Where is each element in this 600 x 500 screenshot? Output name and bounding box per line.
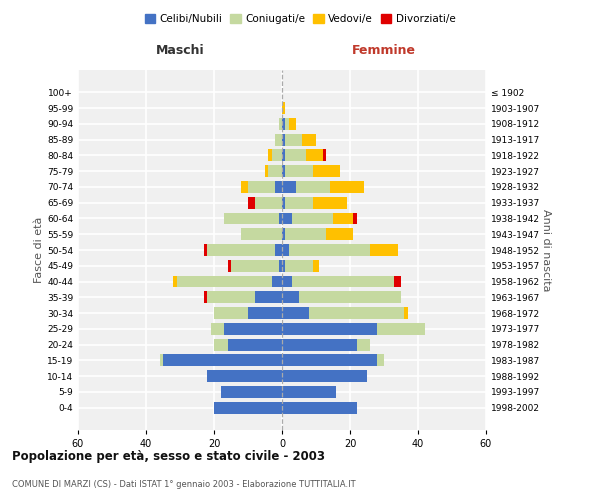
Bar — [272, 150, 282, 162]
Bar — [286, 118, 289, 130]
Bar — [292, 276, 394, 287]
Bar — [282, 134, 286, 145]
Bar — [282, 292, 299, 303]
Bar — [313, 197, 347, 208]
Bar — [224, 323, 282, 335]
Bar — [323, 150, 326, 162]
Bar — [248, 181, 275, 193]
Bar — [204, 244, 207, 256]
Bar — [282, 276, 292, 287]
Bar — [282, 370, 367, 382]
Bar — [207, 370, 282, 382]
Bar — [282, 354, 377, 366]
Text: Femmine: Femmine — [352, 44, 416, 58]
Bar — [329, 181, 364, 193]
Bar — [282, 338, 357, 350]
Bar — [282, 212, 292, 224]
Bar — [214, 307, 248, 319]
Bar — [302, 134, 316, 145]
Bar — [173, 276, 176, 287]
Bar — [282, 181, 296, 193]
Bar — [282, 386, 337, 398]
Bar — [248, 307, 282, 319]
Bar — [275, 244, 282, 256]
Bar — [163, 354, 282, 366]
Text: Popolazione per età, sesso e stato civile - 2003: Popolazione per età, sesso e stato civil… — [12, 450, 325, 463]
Bar — [282, 228, 286, 240]
Bar — [309, 307, 404, 319]
Bar — [248, 197, 255, 208]
Bar — [306, 150, 323, 162]
Bar — [227, 338, 282, 350]
Bar — [282, 244, 289, 256]
Bar — [282, 402, 357, 413]
Bar — [275, 134, 282, 145]
Bar — [214, 338, 227, 350]
Bar — [282, 118, 286, 130]
Bar — [313, 165, 340, 177]
Y-axis label: Fasce di età: Fasce di età — [34, 217, 44, 283]
Bar — [160, 354, 163, 366]
Bar — [214, 402, 282, 413]
Bar — [377, 323, 425, 335]
Bar — [207, 244, 275, 256]
Bar — [286, 228, 326, 240]
Bar — [176, 276, 272, 287]
Bar — [357, 338, 370, 350]
Text: Maschi: Maschi — [155, 44, 205, 58]
Bar — [282, 260, 286, 272]
Bar — [282, 165, 286, 177]
Bar — [289, 118, 296, 130]
Text: COMUNE DI MARZI (CS) - Dati ISTAT 1° gennaio 2003 - Elaborazione TUTTITALIA.IT: COMUNE DI MARZI (CS) - Dati ISTAT 1° gen… — [12, 480, 356, 489]
Bar — [299, 292, 401, 303]
Bar — [333, 212, 353, 224]
Bar — [282, 150, 286, 162]
Bar — [241, 181, 248, 193]
Bar — [255, 197, 282, 208]
Bar — [278, 118, 282, 130]
Bar — [292, 212, 333, 224]
Y-axis label: Anni di nascita: Anni di nascita — [541, 209, 551, 291]
Bar — [286, 260, 313, 272]
Bar — [268, 150, 272, 162]
Bar — [282, 307, 309, 319]
Bar — [394, 276, 401, 287]
Bar — [286, 134, 302, 145]
Bar — [313, 260, 319, 272]
Bar — [272, 276, 282, 287]
Bar — [278, 212, 282, 224]
Bar — [404, 307, 408, 319]
Bar — [255, 292, 282, 303]
Bar — [268, 165, 282, 177]
Bar — [296, 181, 329, 193]
Legend: Celibi/Nubili, Coniugati/e, Vedovi/e, Divorziati/e: Celibi/Nubili, Coniugati/e, Vedovi/e, Di… — [140, 10, 460, 29]
Bar — [289, 244, 370, 256]
Bar — [204, 292, 207, 303]
Bar — [286, 165, 313, 177]
Bar — [241, 228, 282, 240]
Bar — [221, 386, 282, 398]
Bar — [227, 260, 231, 272]
Bar — [224, 212, 278, 224]
Bar — [265, 165, 268, 177]
Bar — [282, 102, 286, 114]
Bar — [286, 197, 313, 208]
Bar — [211, 323, 224, 335]
Bar — [353, 212, 357, 224]
Bar — [370, 244, 398, 256]
Bar — [286, 150, 306, 162]
Bar — [377, 354, 384, 366]
Bar — [326, 228, 353, 240]
Bar — [282, 197, 286, 208]
Bar — [231, 260, 278, 272]
Bar — [282, 323, 377, 335]
Bar — [275, 181, 282, 193]
Bar — [278, 260, 282, 272]
Bar — [207, 292, 255, 303]
